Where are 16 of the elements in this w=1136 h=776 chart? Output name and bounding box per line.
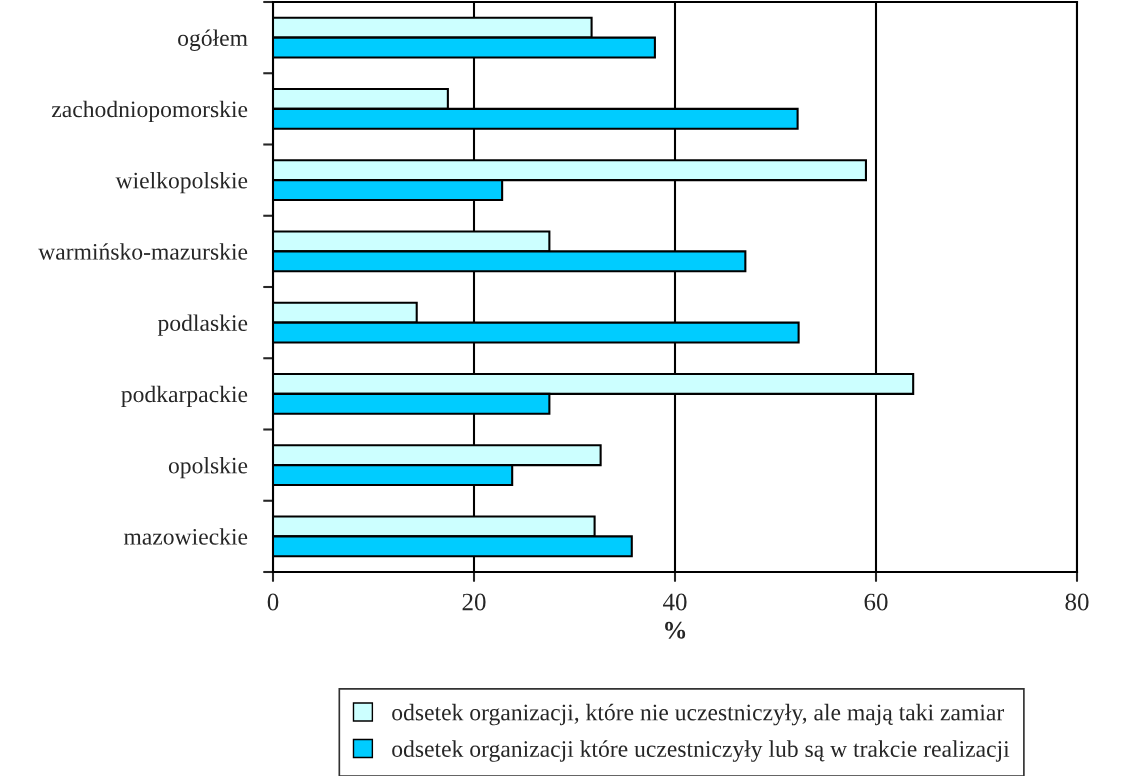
y-tick-label: wielkopolskie xyxy=(115,171,248,194)
y-tick-label: opolskie xyxy=(168,456,248,479)
x-tick-label: 60 xyxy=(864,593,888,611)
x-tick-label: 40 xyxy=(662,593,687,611)
y-tick-label: mazowieckie xyxy=(123,528,248,545)
x-axis-title: % xyxy=(665,621,686,639)
legend-label: odsetek organizacji, które nie uczestniczyły, ale mają taki zamiar xyxy=(392,703,1005,726)
y-tick-label: warmińsko-mazurskie xyxy=(38,243,248,260)
x-tick-label: 0 xyxy=(267,593,279,611)
y-tick-label: podkarpackie xyxy=(121,385,248,408)
y-tick-label: ogółem xyxy=(178,29,248,51)
x-tick-label: 20 xyxy=(462,593,486,611)
legend-label: odsetek organizacji które uczestniczyły lub są w trakcie realizacji xyxy=(392,740,1010,762)
y-tick-label: zachodniopomorskie xyxy=(51,100,248,123)
x-tick-label: 80 xyxy=(1065,593,1089,611)
y-tick-label: podlaskie xyxy=(157,314,248,336)
